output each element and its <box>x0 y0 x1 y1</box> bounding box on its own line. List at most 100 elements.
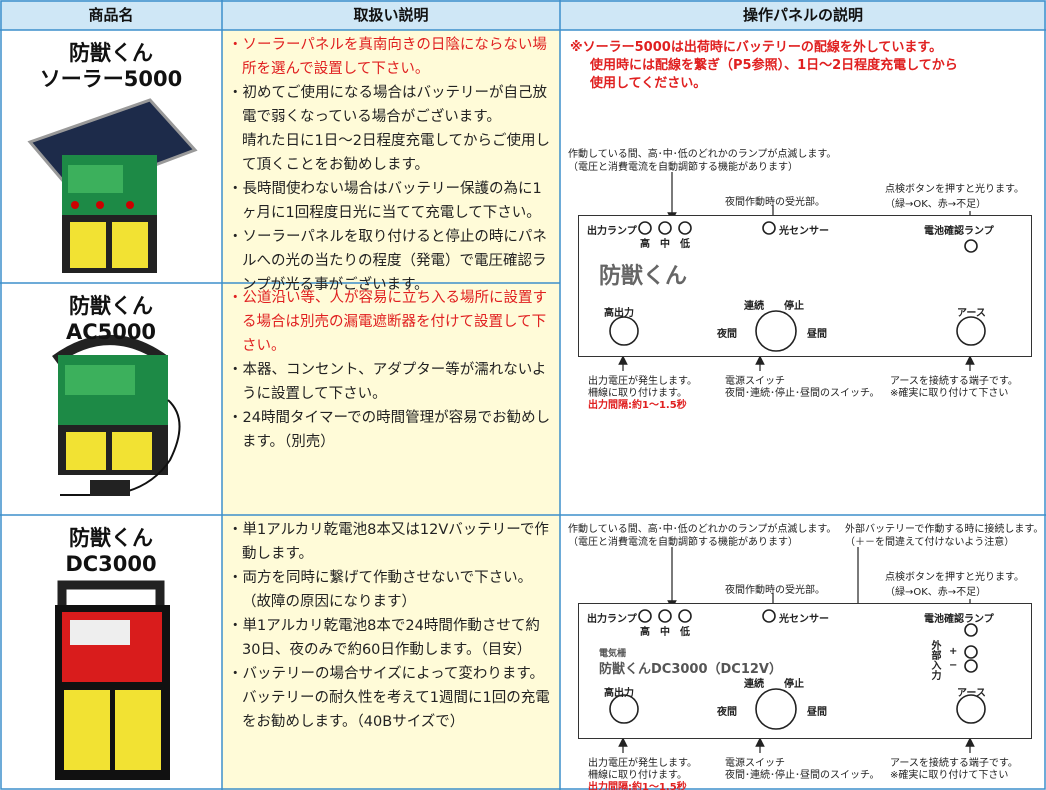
panel-label: 電池確認ランプ <box>924 614 994 625</box>
annotation: 電源スイッチ <box>725 758 785 769</box>
indicator <box>755 688 797 730</box>
panel-label: 光センサー <box>779 226 829 237</box>
annotation: ※確実に取り付けて下さい <box>890 388 1009 399</box>
panel-label: 低 <box>680 627 690 638</box>
product-image <box>52 335 181 496</box>
indicator <box>762 221 776 235</box>
product-name: ソーラー5000 <box>39 67 183 91</box>
panel-label: 停止 <box>784 301 804 312</box>
indicator <box>964 239 978 253</box>
panel: 作動している間、高･中･低のどれかのランプが点滅します。 （電圧と消費電流を自動調… <box>560 515 1046 790</box>
panel-label: 昼間 <box>807 329 827 340</box>
indicator <box>678 609 692 623</box>
annotation: 柵線に取り付けます。 <box>588 770 687 781</box>
note: （故障の原因になります） <box>242 594 416 610</box>
warning: ※ソーラー5000は出荷時にバッテリーの配線を外しています。 <box>570 40 943 55</box>
indicator <box>638 221 652 235</box>
header-cell: 商品名 <box>88 6 134 24</box>
annotation: 外部バッテリーで作動する時に接続します。 <box>845 524 1044 535</box>
panel-label: 防獣くん <box>599 264 688 289</box>
note: ・両方を同時に繋げて作動させないで下さい。 <box>228 570 533 586</box>
annotation: ※確実に取り付けて下さい <box>890 770 1009 781</box>
indicator <box>964 623 978 637</box>
note: ・ソーラーパネルを真南向きの日陰にならない場所を選んで設置して下さい。 <box>228 37 547 77</box>
product-name: 防獣くん <box>69 294 153 318</box>
panel-label: 防獣くんDC3000（DC12V） <box>599 662 782 677</box>
notes: ・単1アルカリ乾電池8本又は12Vバッテリーで作動します。・両方を同時に繋げて作… <box>228 518 554 734</box>
control-panel: 出力ランプ高中低 光センサー 電池確認ランプ 防獣くん 高出力 連続 停止 夜間 昼間 アース <box>578 215 1032 357</box>
annotation: （緑→OK、赤→不足） <box>885 587 987 598</box>
panel-label: 高出力 <box>604 308 634 319</box>
note: ・初めてご使用になる場合はバッテリーが自己放電で弱くなっている場合がございます。 <box>228 85 547 125</box>
annotation: 夜間･連続･停止･昼間のスイッチ。 <box>725 388 880 399</box>
annotation: 夜間作動時の受光部。 <box>725 585 825 596</box>
annotation: 電源スイッチ <box>725 376 785 387</box>
indicator <box>638 609 652 623</box>
panel-shapes <box>609 221 986 352</box>
panel-label: + <box>949 646 958 657</box>
panel-label: 連続 <box>744 679 764 690</box>
panel-label: 光センサー <box>779 614 829 625</box>
panel-label: 出力ランプ <box>587 614 637 625</box>
note: ・長時間使わない場合はバッテリー保護の為に1ヶ月に1回程度日光に当てて充電して下… <box>228 181 542 221</box>
product-name: 防獣くん <box>69 41 153 65</box>
header-cell: 操作パネルの説明 <box>742 6 863 24</box>
panel-label: 高 <box>640 627 650 638</box>
indicator <box>964 645 978 659</box>
note: ・バッテリーの場合サイズによって変わります。バッテリーの耐久性を考えて1週間に1… <box>228 666 550 730</box>
annotation: アースを接続する端子です。 <box>890 376 1018 387</box>
annotation: （＋－を間違えて付けないよう注意） <box>845 537 1015 548</box>
warning: 使用時には配線を繋ぎ（P5参照）、1日～2日程度充電してから <box>590 58 958 73</box>
note: ・ソーラーパネルを取り付けると停止の時にパネルへの光の当たりの程度（発電）で電圧… <box>228 229 547 293</box>
panel-label: 高 <box>640 239 650 250</box>
indicator <box>658 609 672 623</box>
annotation: 出力間隔:約1～1.5秒 <box>588 782 687 790</box>
panel-label: 夜間 <box>717 329 737 340</box>
panel: ※ソーラー5000は出荷時にバッテリーの配線を外しています。使用時には配線を繋ぎ… <box>560 30 1046 515</box>
panel-label: アース <box>957 688 986 699</box>
annotation: （電圧と消費電流を自動調節する機能があります） <box>568 162 798 173</box>
panel-label: − <box>949 660 958 671</box>
product-name: 防獣くん <box>69 526 153 550</box>
panel-label: 停止 <box>784 679 804 690</box>
warning: 使用してください。 <box>590 76 707 91</box>
annotation: 出力間隔:約1～1.5秒 <box>588 400 687 411</box>
panel-label: 連続 <box>744 301 764 312</box>
annotation: 柵線に取り付けます。 <box>588 388 687 399</box>
product-image <box>27 98 198 273</box>
annotation: 作動している間、高･中･低のどれかのランプが点滅します。 <box>568 524 837 535</box>
indicator <box>956 316 986 346</box>
indicator <box>609 694 639 724</box>
indicator <box>762 609 776 623</box>
note: ・本器、コンセント、アダプター等が濡れないように設置して下さい。 <box>228 362 547 402</box>
product-image <box>55 580 170 780</box>
note: ・公道沿い等、人が容易に立ち入る場所に設置する場合は別売の漏電遮断器を付けて設置… <box>228 290 547 354</box>
panel-label: 出力ランプ <box>587 226 637 237</box>
note: ・単1アルカリ乾電池8本又は12Vバッテリーで作動します。 <box>228 522 549 562</box>
annotation: 夜間作動時の受光部。 <box>725 197 825 208</box>
annotation: 出力電圧が発生します。 <box>588 376 697 387</box>
panel-shapes <box>609 609 986 730</box>
indicator <box>678 221 692 235</box>
annotation: 点検ボタンを押すと光ります。 <box>885 184 1024 195</box>
panel-label: アース <box>957 308 986 319</box>
indicator <box>964 659 978 673</box>
panel-label: 外部入力 <box>929 640 940 680</box>
annotation: 作動している間、高･中･低のどれかのランプが点滅します。 <box>568 149 837 160</box>
panel-label: 高出力 <box>604 688 634 699</box>
indicator <box>956 694 986 724</box>
product-name: DC3000 <box>65 552 157 576</box>
panel-label: 昼間 <box>807 707 827 718</box>
notes: ・ソーラーパネルを真南向きの日陰にならない場所を選んで設置して下さい。 ・初めてご… <box>228 33 554 297</box>
note: 晴れた日に1日～2日程度充電してからご使用して頂くことをお勧めします。 <box>242 133 551 173</box>
indicator <box>658 221 672 235</box>
annotation: （電圧と消費電流を自動調節する機能があります） <box>568 537 798 548</box>
annotation: 夜間･連続･停止･昼間のスイッチ。 <box>725 770 880 781</box>
annotation: 出力電圧が発生します。 <box>588 758 697 769</box>
panel-label: 低 <box>680 239 690 250</box>
indicator <box>609 316 639 346</box>
annotation: （緑→OK、赤→不足） <box>885 199 987 210</box>
panel-label: 電池確認ランプ <box>924 226 994 237</box>
